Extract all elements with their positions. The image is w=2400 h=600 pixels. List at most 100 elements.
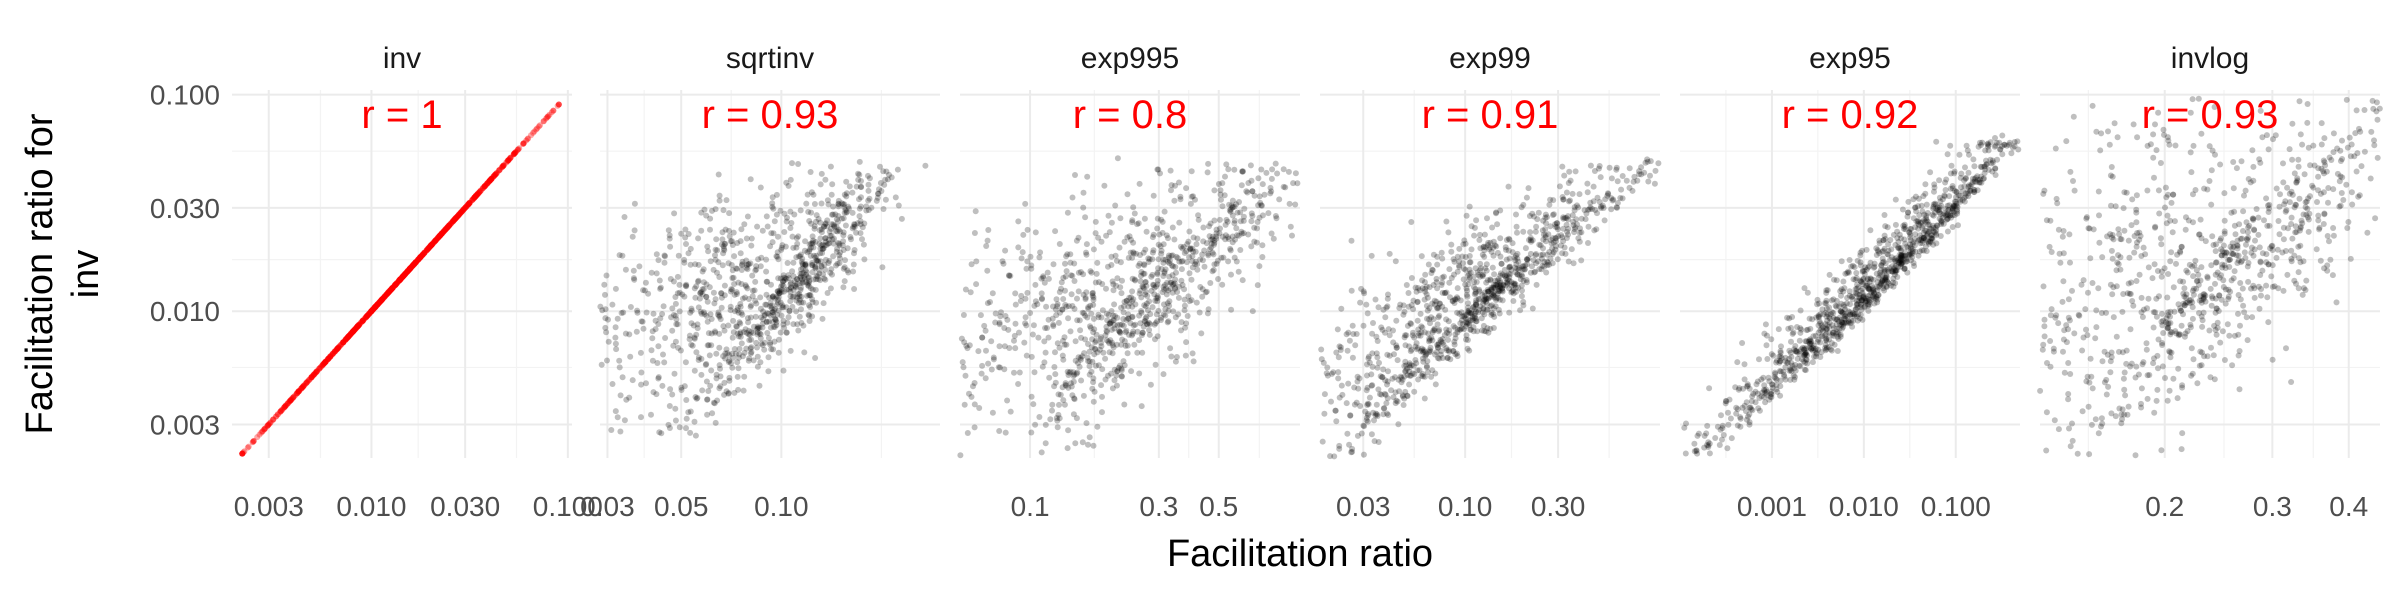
data-point <box>407 264 414 271</box>
data-point <box>406 266 413 272</box>
data-point <box>2243 241 2249 248</box>
data-point <box>1479 327 1485 334</box>
data-point <box>825 236 832 243</box>
data-point <box>1346 337 1353 344</box>
data-point <box>1087 323 1093 330</box>
data-point <box>1106 320 1113 327</box>
data-point <box>1161 268 1168 275</box>
data-point <box>984 267 991 274</box>
data-point <box>372 304 378 311</box>
data-point <box>829 181 836 188</box>
data-point <box>687 245 694 252</box>
data-point <box>659 382 666 389</box>
data-point <box>696 295 703 302</box>
data-point <box>1882 260 1889 267</box>
data-point <box>1178 266 1185 273</box>
data-point <box>1547 223 1554 230</box>
data-point <box>1259 181 1266 188</box>
data-point <box>857 183 864 190</box>
data-point <box>428 241 435 248</box>
data-point <box>404 268 411 275</box>
data-point <box>1105 212 1112 219</box>
data-point <box>855 170 862 177</box>
data-point <box>1150 192 1157 199</box>
data-point <box>693 283 700 290</box>
data-point <box>1390 327 1396 334</box>
data-point <box>375 300 382 307</box>
data-point <box>403 269 410 276</box>
data-point <box>812 254 819 261</box>
data-point <box>1777 349 1784 356</box>
data-point <box>2120 375 2127 382</box>
data-point <box>1073 237 1080 244</box>
data-point <box>612 334 619 341</box>
data-point <box>1746 385 1753 392</box>
data-point <box>798 251 804 258</box>
data-point <box>377 298 384 305</box>
data-point <box>1831 276 1837 283</box>
data-point <box>1042 349 1049 356</box>
data-point <box>1028 393 1035 400</box>
data-point <box>875 190 882 197</box>
data-point <box>1892 196 1899 203</box>
data-point <box>1473 297 1480 304</box>
data-point <box>1150 282 1157 289</box>
data-point <box>412 259 419 266</box>
data-point <box>364 312 371 319</box>
data-point <box>1072 172 1078 178</box>
data-point <box>626 394 633 401</box>
data-point <box>1170 263 1176 270</box>
data-point <box>404 268 410 275</box>
data-point <box>641 287 648 294</box>
data-point <box>787 347 794 354</box>
data-point <box>667 276 674 282</box>
data-point <box>1215 276 1222 282</box>
data-point <box>1042 325 1049 331</box>
data-point <box>2008 150 2015 157</box>
data-point <box>510 151 517 158</box>
data-point <box>287 397 294 404</box>
data-point <box>1601 217 1608 224</box>
data-point <box>849 209 856 216</box>
data-point <box>383 291 390 298</box>
data-point <box>435 233 442 240</box>
data-point <box>1854 317 1861 324</box>
data-point <box>652 326 659 333</box>
data-point <box>405 267 411 274</box>
data-point <box>1522 245 1529 252</box>
data-point <box>1693 447 1700 454</box>
data-point <box>308 374 315 381</box>
data-point <box>1121 303 1127 310</box>
data-point <box>713 350 720 357</box>
data-point <box>1386 352 1393 359</box>
data-point <box>1060 337 1066 344</box>
data-point <box>1893 262 1899 269</box>
data-point <box>1422 271 1429 278</box>
data-point <box>485 179 492 186</box>
data-point <box>860 241 867 248</box>
data-point <box>649 357 656 364</box>
data-point <box>453 214 460 221</box>
data-point <box>351 326 358 333</box>
data-point <box>773 319 780 326</box>
data-point <box>759 324 766 331</box>
data-point <box>331 348 338 355</box>
data-point <box>1943 176 1950 183</box>
data-point <box>1476 231 1483 238</box>
data-point <box>730 317 737 324</box>
data-point <box>739 261 746 268</box>
data-point <box>540 118 547 124</box>
data-point <box>1222 173 1228 180</box>
data-point <box>848 236 854 243</box>
data-point <box>438 230 445 237</box>
data-point <box>1119 336 1126 343</box>
data-point <box>1231 166 1238 173</box>
data-point <box>406 266 413 273</box>
data-point <box>1276 196 1283 203</box>
data-point <box>383 291 390 298</box>
data-point <box>1703 430 1710 437</box>
data-point <box>427 243 434 249</box>
data-point <box>415 256 422 263</box>
data-point <box>754 223 761 230</box>
data-point <box>1828 340 1835 347</box>
